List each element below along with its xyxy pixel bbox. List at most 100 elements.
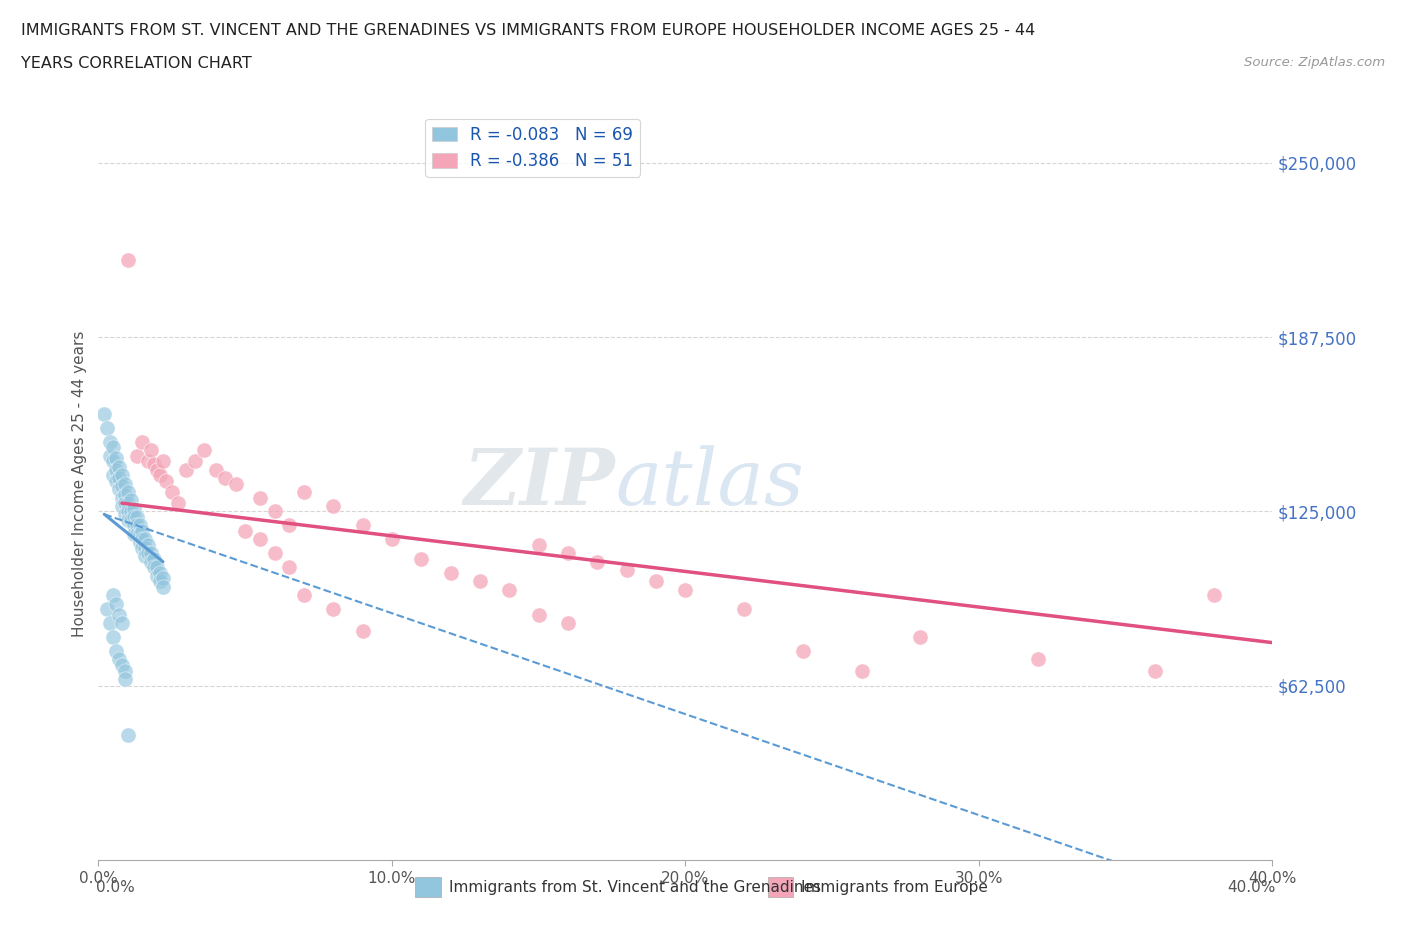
Point: [96, 420, 118, 435]
Point: [498, 582, 520, 597]
Point: [166, 496, 188, 511]
Point: [141, 554, 163, 569]
Point: [105, 462, 128, 477]
Point: [1144, 663, 1167, 678]
Point: [131, 532, 153, 547]
Point: [101, 454, 124, 469]
Point: [108, 471, 131, 485]
Point: [146, 560, 169, 575]
Point: [114, 663, 136, 678]
Point: [117, 504, 139, 519]
Point: [411, 551, 433, 566]
Point: [111, 468, 134, 483]
Point: [101, 630, 124, 644]
Point: [278, 518, 301, 533]
Point: [263, 504, 285, 519]
Point: [96, 602, 118, 617]
Point: [322, 498, 344, 513]
Point: [557, 546, 579, 561]
Point: [108, 459, 131, 474]
Point: [152, 454, 174, 469]
Point: [160, 485, 183, 499]
Point: [128, 526, 150, 541]
Point: [381, 532, 404, 547]
Text: 40.0%: 40.0%: [1227, 880, 1275, 895]
Text: 0.0%: 0.0%: [96, 880, 135, 895]
Point: [125, 448, 148, 463]
Point: [93, 406, 115, 421]
Point: [292, 485, 315, 499]
Point: [131, 434, 153, 449]
Point: [205, 462, 228, 477]
Text: YEARS CORRELATION CHART: YEARS CORRELATION CHART: [21, 56, 252, 71]
Point: [117, 253, 139, 268]
Point: [616, 563, 638, 578]
Point: [1026, 652, 1049, 667]
Point: [111, 658, 134, 672]
Point: [143, 457, 166, 472]
Point: [149, 574, 172, 589]
Point: [214, 471, 236, 485]
Point: [131, 540, 153, 555]
Point: [141, 546, 163, 561]
Point: [149, 468, 172, 483]
Point: [101, 468, 124, 483]
Point: [527, 607, 550, 622]
Point: [134, 540, 156, 555]
Point: [134, 532, 156, 547]
Point: [586, 554, 609, 569]
Text: Immigrants from Europe: Immigrants from Europe: [801, 880, 988, 895]
Point: [114, 476, 136, 491]
Point: [249, 532, 271, 547]
Point: [114, 496, 136, 511]
Point: [111, 498, 134, 513]
Point: [733, 602, 755, 617]
Point: [111, 616, 134, 631]
Point: [117, 485, 139, 499]
Point: [675, 582, 697, 597]
Point: [352, 624, 374, 639]
Point: [141, 443, 163, 458]
Point: [111, 490, 134, 505]
Point: [117, 496, 139, 511]
Text: ZIP: ZIP: [464, 445, 614, 522]
Point: [128, 535, 150, 550]
Point: [98, 434, 121, 449]
Point: [128, 518, 150, 533]
Point: [105, 473, 128, 488]
Text: atlas: atlas: [614, 445, 804, 522]
Point: [225, 476, 247, 491]
Point: [910, 630, 932, 644]
Point: [249, 490, 271, 505]
Point: [125, 510, 148, 525]
Point: [557, 616, 579, 631]
Point: [101, 588, 124, 603]
Y-axis label: Householder Income Ages 25 - 44 years: Householder Income Ages 25 - 44 years: [72, 330, 87, 637]
Point: [143, 551, 166, 566]
Point: [155, 473, 177, 488]
Point: [120, 504, 142, 519]
Point: [278, 560, 301, 575]
Point: [143, 560, 166, 575]
Point: [111, 479, 134, 494]
Point: [105, 644, 128, 658]
Point: [146, 568, 169, 583]
Text: Source: ZipAtlas.com: Source: ZipAtlas.com: [1244, 56, 1385, 69]
Point: [105, 451, 128, 466]
Point: [125, 526, 148, 541]
Point: [125, 518, 148, 533]
Point: [136, 538, 159, 552]
Point: [152, 571, 174, 586]
Point: [131, 524, 153, 538]
Point: [114, 487, 136, 502]
Point: [193, 443, 215, 458]
Point: [136, 546, 159, 561]
Point: [152, 579, 174, 594]
Point: [114, 671, 136, 686]
Point: [851, 663, 873, 678]
Point: [120, 493, 142, 508]
Point: [184, 454, 207, 469]
Point: [176, 462, 198, 477]
Text: IMMIGRANTS FROM ST. VINCENT AND THE GRENADINES VS IMMIGRANTS FROM EUROPE HOUSEHO: IMMIGRANTS FROM ST. VINCENT AND THE GREN…: [21, 23, 1035, 38]
Point: [1202, 588, 1225, 603]
